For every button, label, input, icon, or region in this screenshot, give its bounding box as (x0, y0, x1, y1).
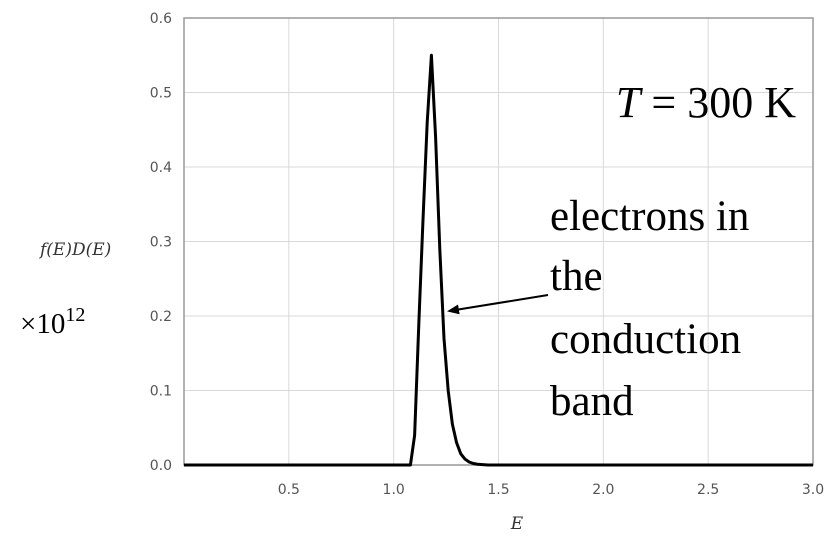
y-tick-label: 0.4 (150, 160, 172, 176)
y-tick-label: 0.2 (150, 309, 172, 325)
y-tick-label: 0.0 (150, 458, 172, 474)
y-tick-label: 0.1 (150, 384, 172, 400)
x-axis-label: E (510, 514, 524, 534)
annotation-line-2: the (550, 253, 603, 300)
x-tick-label: 0.5 (278, 482, 300, 498)
y-tick-labels: 0.0 0.1 0.2 0.3 0.4 0.5 0.6 (150, 11, 172, 474)
y-tick-label: 0.5 (150, 86, 172, 102)
y-tick-label: 0.6 (150, 11, 172, 27)
annotation-line-4: band (550, 378, 634, 425)
x-tick-label: 1.5 (487, 482, 509, 498)
x-tick-label: 2.0 (592, 482, 614, 498)
x-tick-labels: 0.5 1.0 1.5 2.0 2.5 3.0 (278, 482, 824, 498)
annotation-line-3: conduction (550, 316, 741, 363)
temperature-annotation: T = 300 K (616, 78, 796, 127)
x-tick-label: 3.0 (802, 482, 824, 498)
y-tick-label: 0.3 (150, 235, 172, 251)
y-axis-label: f(E)D(E) (38, 240, 111, 260)
annotation-line-1: electrons in (550, 193, 749, 240)
x-tick-label: 2.5 (697, 482, 719, 498)
x-tick-label: 1.0 (383, 482, 405, 498)
y-axis-multiplier: ×1012 (20, 304, 85, 340)
